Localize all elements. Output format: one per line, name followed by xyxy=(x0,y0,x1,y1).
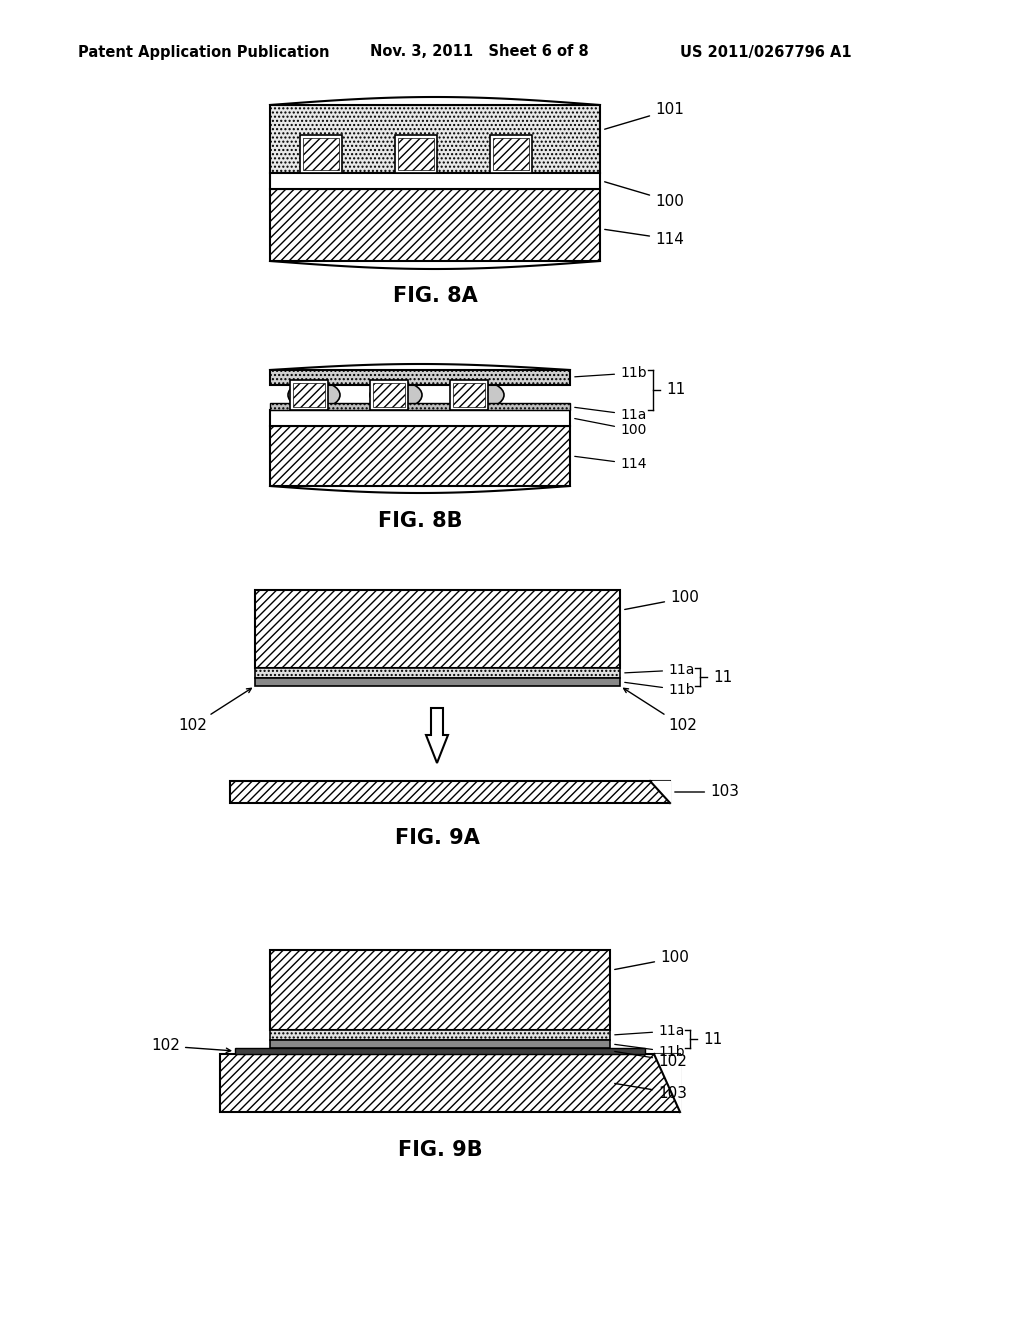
Ellipse shape xyxy=(370,381,422,409)
Ellipse shape xyxy=(452,381,504,409)
Bar xyxy=(303,139,339,170)
Text: US 2011/0267796 A1: US 2011/0267796 A1 xyxy=(680,45,852,59)
Bar xyxy=(270,370,570,385)
Text: 103: 103 xyxy=(675,784,739,800)
Ellipse shape xyxy=(288,381,340,409)
Bar xyxy=(493,139,529,170)
Text: 11: 11 xyxy=(703,1031,722,1047)
Bar xyxy=(270,1030,610,1040)
Polygon shape xyxy=(426,708,449,763)
Text: Nov. 3, 2011   Sheet 6 of 8: Nov. 3, 2011 Sheet 6 of 8 xyxy=(370,45,589,59)
Text: 100: 100 xyxy=(614,950,689,969)
Text: 11b: 11b xyxy=(625,682,694,697)
Bar xyxy=(255,668,620,678)
Text: 102: 102 xyxy=(614,1052,687,1068)
Text: FIG. 8A: FIG. 8A xyxy=(392,286,477,306)
Bar xyxy=(373,383,406,407)
Bar xyxy=(453,383,485,407)
Text: 100: 100 xyxy=(604,182,684,209)
Text: 103: 103 xyxy=(614,1084,687,1101)
Text: 11b: 11b xyxy=(574,366,646,380)
Text: FIG. 8B: FIG. 8B xyxy=(378,511,462,531)
Bar xyxy=(270,411,570,426)
Text: 101: 101 xyxy=(604,103,684,129)
Bar xyxy=(255,590,620,668)
Bar xyxy=(270,106,600,173)
Bar xyxy=(270,426,570,486)
Bar xyxy=(234,1048,645,1053)
Bar xyxy=(220,1053,680,1111)
Bar xyxy=(293,383,325,407)
Bar xyxy=(255,678,620,686)
Text: 102: 102 xyxy=(624,688,697,734)
Bar xyxy=(290,380,328,411)
Text: FIG. 9A: FIG. 9A xyxy=(394,828,479,847)
Text: 11: 11 xyxy=(713,669,732,685)
Text: 114: 114 xyxy=(574,457,646,471)
Bar xyxy=(270,1040,610,1048)
Bar xyxy=(490,135,532,173)
Text: 11a: 11a xyxy=(614,1024,684,1038)
Bar xyxy=(398,139,434,170)
Bar xyxy=(230,781,670,803)
Bar xyxy=(450,380,488,411)
Text: FIG. 9B: FIG. 9B xyxy=(397,1140,482,1160)
Text: 11b: 11b xyxy=(614,1044,685,1059)
Text: Patent Application Publication: Patent Application Publication xyxy=(78,45,330,59)
Polygon shape xyxy=(652,781,670,803)
Text: 100: 100 xyxy=(574,418,646,437)
Bar xyxy=(270,950,610,1030)
Text: 114: 114 xyxy=(605,230,684,247)
Text: 11a: 11a xyxy=(574,408,646,422)
Bar xyxy=(300,135,342,173)
Text: 102: 102 xyxy=(152,1039,230,1053)
Text: 11a: 11a xyxy=(625,663,694,677)
Text: 100: 100 xyxy=(625,590,698,610)
Bar xyxy=(270,403,570,411)
Bar xyxy=(270,173,600,189)
Text: 11: 11 xyxy=(666,383,685,397)
Bar xyxy=(370,380,408,411)
Bar xyxy=(270,189,600,261)
Polygon shape xyxy=(655,1053,680,1111)
Text: 102: 102 xyxy=(178,688,251,734)
Bar xyxy=(395,135,437,173)
